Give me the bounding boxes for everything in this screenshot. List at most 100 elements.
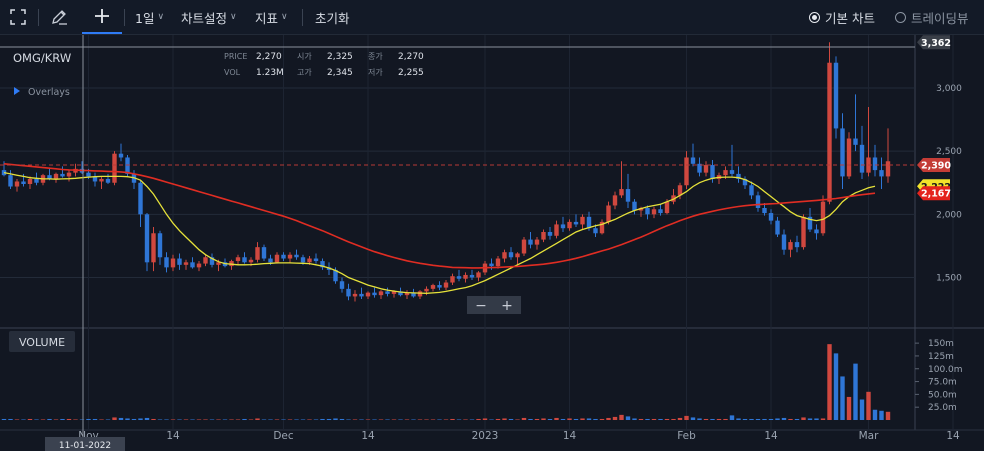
volume-bar <box>625 416 631 420</box>
indicators-dropdown[interactable]: 지표 ∨ <box>255 0 288 34</box>
candle-body <box>34 178 39 183</box>
draw-button[interactable] <box>50 0 72 34</box>
candle-body <box>105 178 111 183</box>
volume-bar <box>40 419 46 420</box>
volume-bar <box>216 419 221 420</box>
high-key: 고가 <box>297 68 312 77</box>
volume-bar <box>638 418 644 420</box>
candle-body <box>437 285 442 288</box>
fullscreen-button[interactable] <box>10 0 32 34</box>
volume-bar <box>352 419 358 420</box>
candle-body <box>138 182 143 215</box>
volume-bar <box>248 419 254 420</box>
volume-bars <box>1 344 891 420</box>
candle-body <box>690 157 696 164</box>
volume-bar <box>560 418 566 420</box>
chart-settings-dropdown[interactable]: 차트설정 ∨ <box>181 0 237 34</box>
volume-bar <box>827 344 832 420</box>
candle-body <box>651 209 657 215</box>
interval-dropdown[interactable]: 1일 ∨ <box>135 0 164 34</box>
candle-body <box>14 181 20 187</box>
volume-bar <box>294 419 299 420</box>
overlays-toggle[interactable]: Overlays <box>28 87 70 98</box>
candle-body <box>573 221 579 225</box>
volume-bar <box>255 418 260 420</box>
candle-body <box>203 257 208 264</box>
candle-body <box>352 293 358 297</box>
toolbar-divider <box>38 9 39 26</box>
volume-bar <box>508 418 514 420</box>
time-tick-label: 2023 <box>472 430 499 442</box>
volume-bar <box>599 418 605 420</box>
price-tick-label: 1,500 <box>936 273 962 283</box>
marker-label: 3,362 <box>921 38 951 49</box>
volume-bar <box>632 418 637 420</box>
volume-bar <box>515 419 520 420</box>
radio-selected-icon <box>809 11 820 23</box>
zoom-out-button[interactable]: − <box>475 298 487 314</box>
candle-body <box>541 232 546 240</box>
candle-body <box>833 62 839 129</box>
volume-tick-label: 100.0m <box>928 365 963 375</box>
candle-body <box>742 178 748 186</box>
candle-body <box>476 272 481 278</box>
volume-bar <box>469 419 475 420</box>
volume-bar <box>801 417 806 420</box>
zoom-in-button[interactable]: + <box>501 298 513 314</box>
candle-body <box>125 157 130 174</box>
volume-bar <box>710 418 715 420</box>
candle-body <box>112 153 117 183</box>
candle-body <box>469 274 475 278</box>
volume-bar <box>385 419 390 420</box>
candle-body <box>300 257 306 263</box>
volume-bar <box>684 415 689 420</box>
candle-body <box>216 262 221 265</box>
candle-body <box>580 216 585 225</box>
candle-body <box>170 258 176 268</box>
candle-body <box>710 165 715 179</box>
volume-bar <box>424 419 429 420</box>
candle-body <box>463 274 468 279</box>
vol-key: VOL <box>224 68 241 77</box>
volume-bar <box>580 418 585 420</box>
candle-body <box>287 254 293 259</box>
tradingview-label: 트레이딩뷰 <box>911 10 969 26</box>
candle-body <box>261 247 267 259</box>
volume-bar <box>476 418 481 420</box>
candle-body <box>781 234 787 250</box>
candle-body <box>736 173 741 179</box>
triangle-right-icon[interactable] <box>14 87 20 95</box>
volume-bar <box>697 418 702 420</box>
volume-tick-label: 150m <box>928 339 954 349</box>
volume-bar <box>749 418 754 420</box>
volume-bar <box>807 418 813 420</box>
volume-bar <box>268 419 273 420</box>
candle-body <box>697 163 702 173</box>
volume-bar <box>482 418 488 420</box>
candle-body <box>723 170 728 176</box>
reset-button[interactable]: 초기화 <box>315 0 350 34</box>
volume-bar <box>690 417 696 420</box>
price-key: PRICE <box>224 52 247 61</box>
volume-bar <box>645 418 650 420</box>
candle-body <box>164 257 169 268</box>
time-tick-label: 14 <box>166 430 180 442</box>
candle-body <box>807 216 813 230</box>
volume-bar <box>593 418 598 420</box>
candle-body <box>196 263 202 268</box>
candle-body <box>378 291 384 296</box>
volume-bar <box>125 418 130 420</box>
moving-averages <box>3 163 876 294</box>
candle-body <box>190 262 195 268</box>
tradingview-radio[interactable]: 트레이딩뷰 <box>895 0 969 34</box>
candle-body <box>593 228 598 234</box>
crosshair-button[interactable] <box>82 0 122 34</box>
volume-bar <box>846 396 852 420</box>
price-chart[interactable]: 1,500 2,000 2,500 3,000 25.0m 50.0m 75.0m 100.… <box>0 35 984 451</box>
candle-body <box>489 263 494 267</box>
time-axis: Nov14Dec14202314Feb14Mar14Ap <box>78 430 960 442</box>
basic-chart-radio[interactable]: 기본 차트 <box>809 0 875 34</box>
volume-bar <box>300 419 306 420</box>
